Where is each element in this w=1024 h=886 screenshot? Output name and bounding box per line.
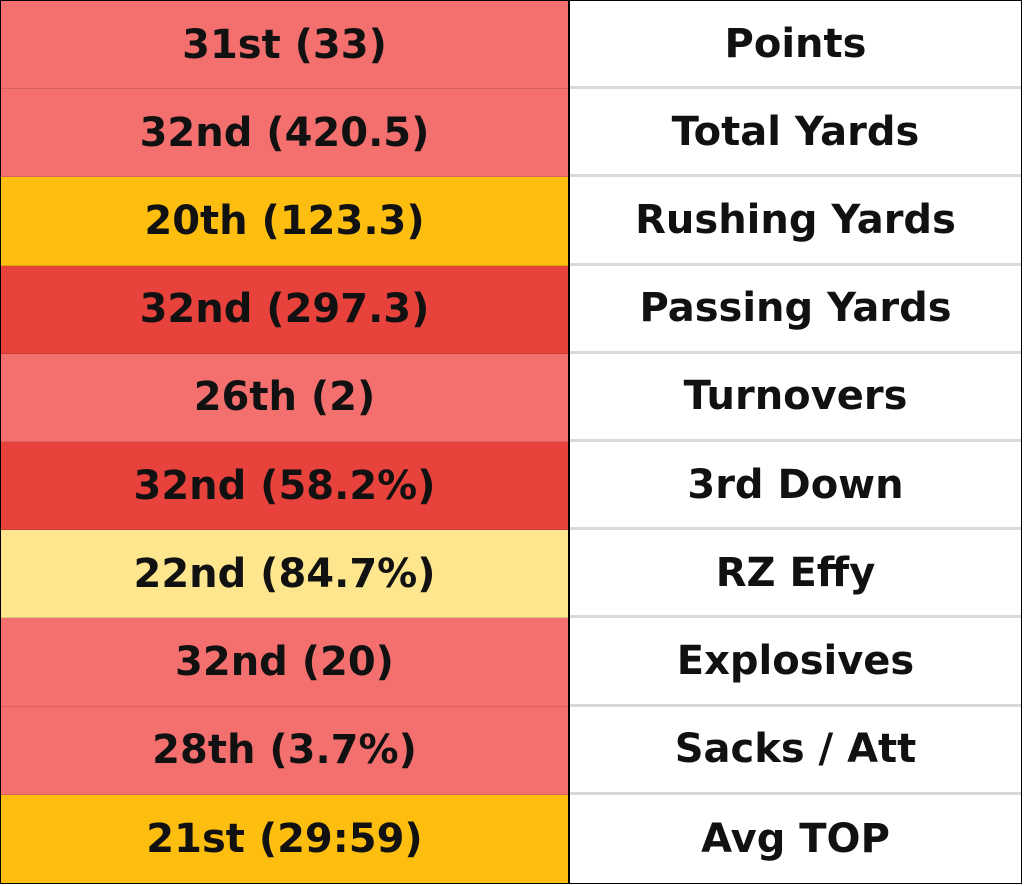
rank-cell: 26th (2) [1,353,568,442]
rank-cell: 22nd (84.7%) [1,530,568,619]
rank-cell: 28th (3.7%) [1,706,568,795]
stat-label-cell: Sacks / Att [570,706,1021,795]
stat-label-cell: RZ Effy [570,530,1021,619]
rank-cell: 32nd (297.3) [1,265,568,354]
stat-label-cell: Avg TOP [570,794,1021,883]
stat-label-cell: 3rd Down [570,441,1021,531]
column-divider [568,1,570,883]
rank-cell: 32nd (420.5) [1,89,568,178]
stat-label-cell: Explosives [570,618,1021,707]
rank-cell: 32nd (20) [1,618,568,707]
rank-cell: 20th (123.3) [1,177,568,266]
stat-label-cell: Rushing Yards [570,177,1021,266]
stat-label-cell: Total Yards [570,89,1021,178]
stat-label-cell: Passing Yards [570,265,1021,354]
rank-cell: 32nd (58.2%) [1,441,568,531]
stat-label-cell: Points [570,1,1021,90]
rank-cell: 21st (29:59) [1,794,568,883]
stat-label-cell: Turnovers [570,353,1021,442]
rank-cell: 31st (33) [1,1,568,90]
